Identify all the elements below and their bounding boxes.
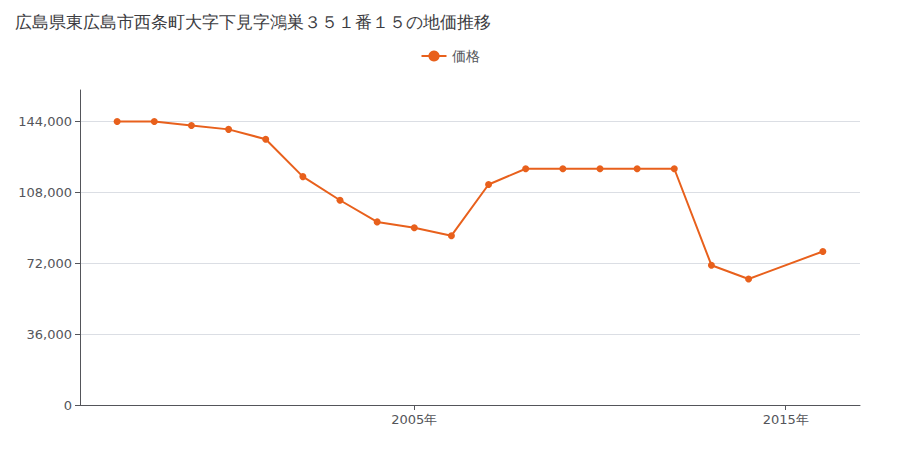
svg-text:2005年: 2005年 xyxy=(391,412,437,427)
svg-text:2015年: 2015年 xyxy=(763,412,809,427)
svg-text:価格: 価格 xyxy=(452,48,480,64)
svg-text:0: 0 xyxy=(64,398,72,413)
svg-text:108,000: 108,000 xyxy=(18,185,72,200)
svg-text:144,000: 144,000 xyxy=(18,114,72,129)
svg-text:36,000: 36,000 xyxy=(27,327,73,342)
svg-text:広島県東広島市西条町大字下見字鴻巣３５１番１５の地価推移: 広島県東広島市西条町大字下見字鴻巣３５１番１５の地価推移 xyxy=(15,12,491,32)
svg-text:72,000: 72,000 xyxy=(27,256,73,271)
